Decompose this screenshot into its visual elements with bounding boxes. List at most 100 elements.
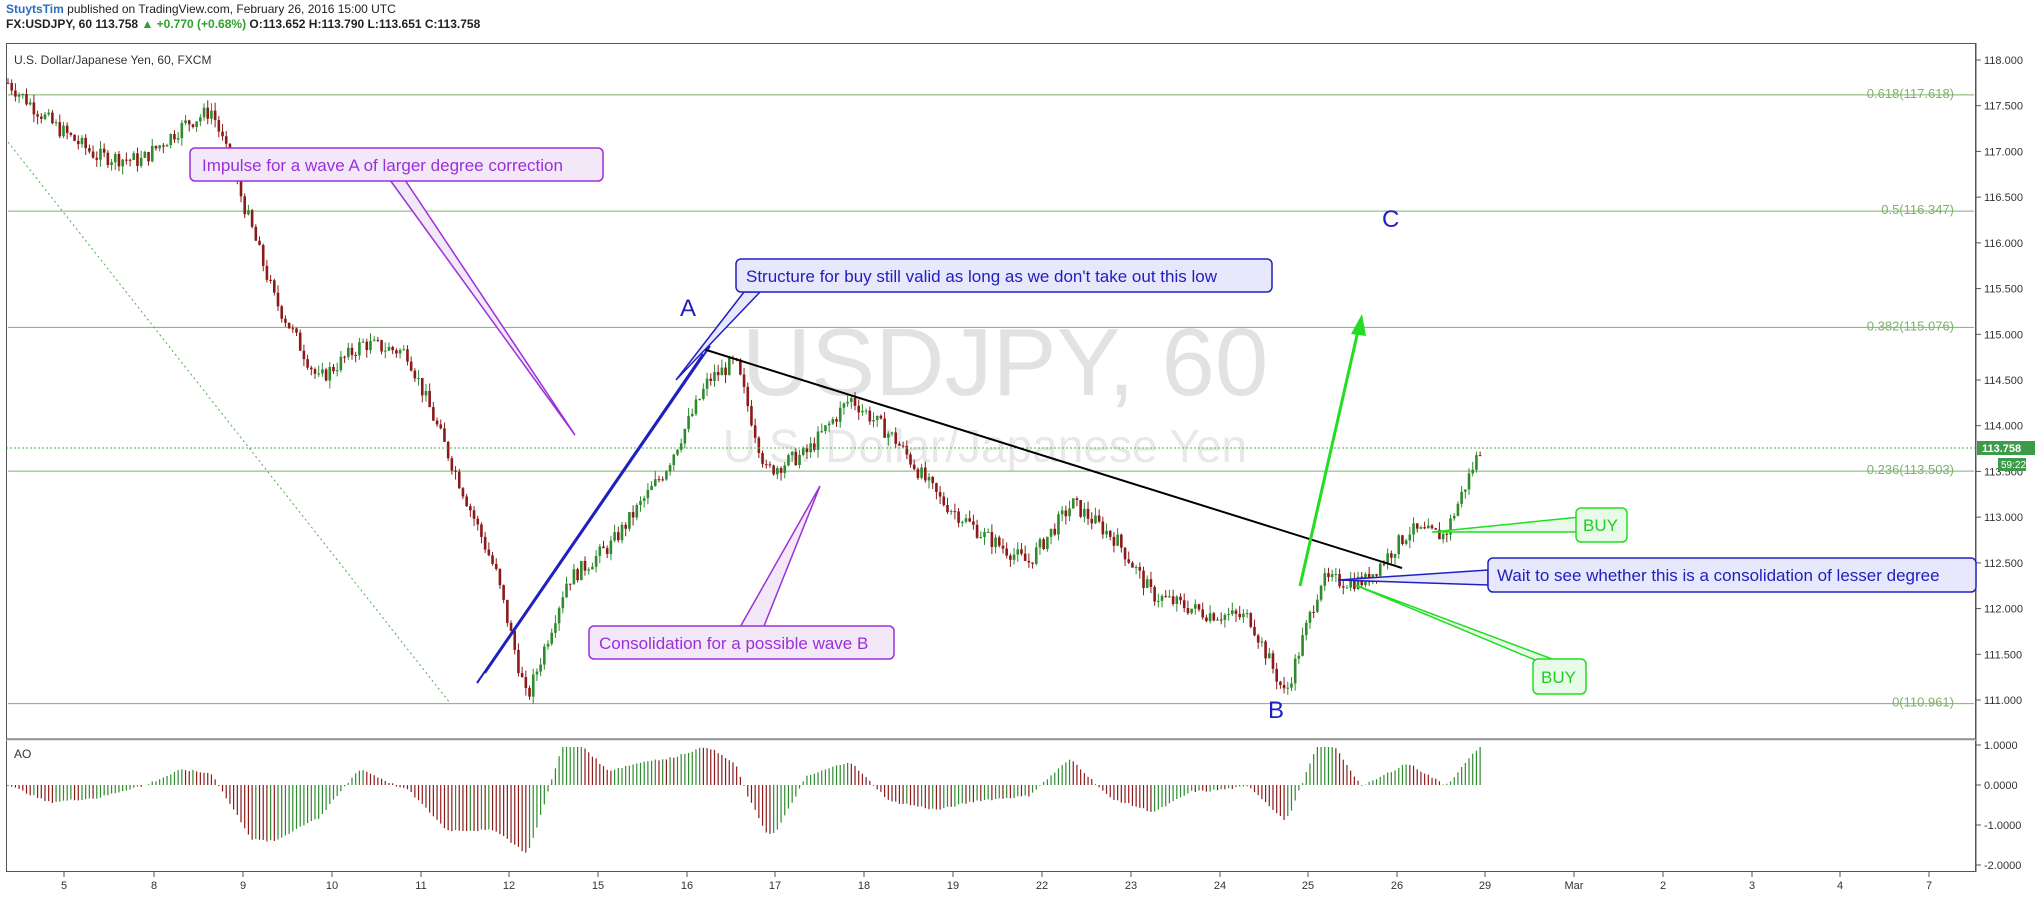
time-axis[interactable]: 5 8 9 10 11 12 15 16 17 18 19 22 23 24 25 26 29 Mar 2 3 4 7 (61, 872, 1932, 892)
candle-body-223 (831, 419, 835, 424)
candle-body-226 (842, 403, 846, 408)
candle-body-77 (291, 328, 295, 330)
candle-body-200 (746, 386, 750, 407)
candle-body-85 (321, 369, 324, 374)
candle-body-350 (1301, 635, 1304, 656)
candle-body-160 (598, 546, 602, 556)
y-tick-10: 113.000 (1984, 512, 2023, 524)
candle-body-337 (1253, 626, 1256, 636)
candle-body-266 (990, 531, 994, 548)
candle-body-356 (1323, 573, 1327, 586)
candle-body-351 (1304, 622, 1308, 636)
candle-body-119 (446, 441, 450, 459)
candle-body-245 (912, 464, 916, 470)
candle-body-19 (76, 140, 80, 145)
candle-body-136 (509, 622, 513, 631)
candle-body-395 (1467, 473, 1471, 490)
buy1-callout[interactable] (1575, 507, 1628, 543)
candle-body-246 (916, 469, 920, 478)
candle-body-384 (1427, 525, 1430, 529)
candle-body-16 (65, 125, 69, 134)
candle-body-162 (605, 548, 609, 554)
candle-body-222 (827, 423, 831, 426)
candle-body-302 (1123, 547, 1127, 560)
candle-body-110 (413, 370, 417, 379)
candle-body-10 (43, 114, 47, 119)
candle-body-83 (313, 369, 317, 374)
y-tick-7: 114.500 (1984, 375, 2023, 387)
ao-tick-0: 1.0000 (1984, 740, 2018, 752)
candle-body-321 (1194, 604, 1197, 609)
buy2-callout[interactable] (1532, 658, 1587, 695)
candle-body-307 (1142, 570, 1145, 588)
candle-body-39 (150, 145, 154, 162)
candle-body-394 (1464, 489, 1467, 492)
candle-body-71 (269, 279, 272, 281)
structure-callout[interactable] (735, 258, 1273, 293)
candle-body-293 (1090, 518, 1094, 524)
candle-body-82 (310, 367, 313, 370)
candle-body-225 (838, 407, 842, 422)
candle-body-211 (787, 455, 790, 466)
price-change: ▲ +0.770 (+0.68%) (141, 17, 247, 31)
candle-body-193 (720, 367, 724, 376)
x-tick-4: 11 (415, 880, 426, 892)
candle-body-133 (498, 568, 502, 586)
candle-body-7 (32, 102, 36, 115)
candle-body-341 (1267, 653, 1271, 659)
candle-body-382 (1419, 527, 1423, 529)
x-tick-21: 7 (1926, 880, 1932, 892)
blue-trendline-2 (484, 345, 711, 674)
candle-body-64 (243, 196, 247, 215)
candle-body-374 (1390, 553, 1393, 558)
candle-body-279 (1038, 539, 1042, 548)
candle-body-93 (350, 347, 354, 356)
candle-body-328 (1219, 619, 1223, 621)
candle-body-195 (727, 357, 731, 376)
candle-body-194 (724, 367, 727, 376)
wait-callout[interactable] (1487, 557, 1977, 593)
candle-body-370 (1375, 574, 1378, 576)
author-name[interactable]: StuytsTim (6, 2, 64, 16)
wait-callout-text: Wait to see whether this is a consolidat… (1497, 566, 1940, 585)
candle-body-80 (302, 350, 306, 360)
candle-body-281 (1046, 536, 1049, 549)
candle-body-161 (602, 546, 605, 549)
candle-body-377 (1401, 535, 1404, 544)
candle-body-104 (391, 346, 394, 351)
candle-body-65 (247, 210, 250, 215)
impulse-callout[interactable] (189, 147, 604, 182)
candle-body-210 (783, 465, 787, 473)
candle-body-224 (835, 419, 838, 422)
candle-body-175 (653, 479, 657, 486)
candle-body-167 (624, 524, 627, 529)
candle-body-52 (199, 117, 202, 122)
consolidation-callout[interactable] (588, 625, 895, 660)
candle-body-381 (1415, 523, 1419, 529)
candle-body-208 (776, 468, 779, 475)
candle-body-97 (365, 341, 369, 351)
candle-body-157 (587, 569, 591, 571)
candle-body-275 (1023, 553, 1027, 561)
candle-body-32 (125, 159, 128, 161)
candle-body-250 (931, 476, 934, 484)
candle-body-38 (147, 151, 150, 162)
candle-body-310 (1153, 586, 1156, 602)
candle-body-59 (224, 136, 228, 144)
candle-body-274 (1020, 549, 1023, 554)
candle-body-264 (983, 532, 986, 537)
candle-body-198 (739, 359, 742, 375)
candle-body-232 (864, 410, 868, 412)
ao-tick-1: 0.0000 (1984, 780, 2018, 792)
candle-body-330 (1227, 614, 1230, 616)
candle-body-164 (613, 532, 616, 541)
price-axis[interactable]: 118.000 117.500 117.000 116.500 116.000 115.5… (1976, 55, 2023, 707)
candle-body-215 (801, 447, 805, 455)
candle-body-55 (210, 110, 213, 119)
candle-body-387 (1438, 529, 1441, 540)
x-tick-16: 29 (1479, 880, 1491, 892)
candle-body-389 (1445, 533, 1449, 535)
candle-body-131 (491, 555, 494, 564)
candle-body-122 (457, 471, 461, 489)
